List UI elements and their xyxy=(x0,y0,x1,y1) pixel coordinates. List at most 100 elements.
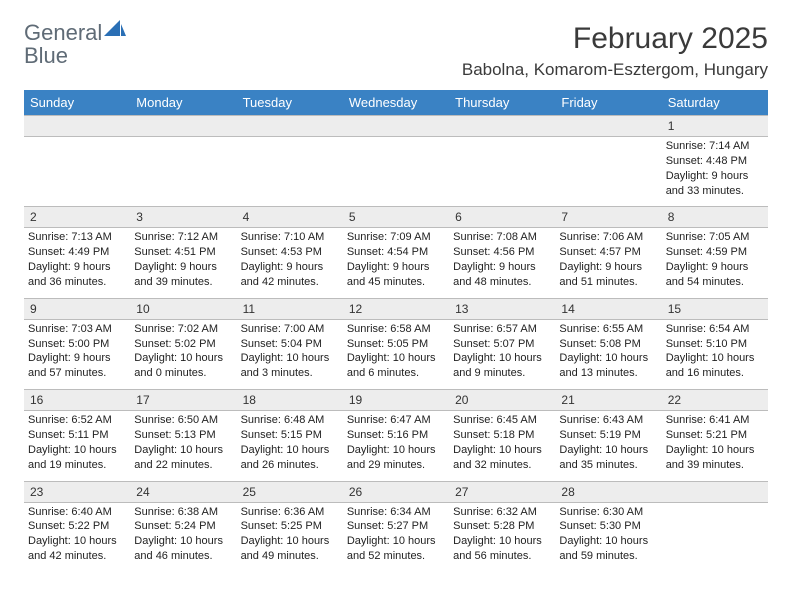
sunset-line: Sunset: 5:10 PM xyxy=(666,337,764,352)
day-number: 10 xyxy=(130,298,236,319)
sunset-line: Sunset: 5:08 PM xyxy=(559,337,657,352)
daylight-line1: Daylight: 9 hours xyxy=(241,260,339,275)
daylight-line2: and 32 minutes. xyxy=(453,458,551,473)
sunset-line: Sunset: 5:25 PM xyxy=(241,519,339,534)
sunset-line: Sunset: 5:19 PM xyxy=(559,428,657,443)
daylight-line2: and 42 minutes. xyxy=(241,275,339,290)
daylight-line2: and 39 minutes. xyxy=(134,275,232,290)
sunrise-line: Sunrise: 7:13 AM xyxy=(28,230,126,245)
sunrise-line: Sunrise: 7:00 AM xyxy=(241,322,339,337)
month-title: February 2025 xyxy=(462,22,768,56)
header-row: General Blue February 2025 Babolna, Koma… xyxy=(24,22,768,80)
sunset-line: Sunset: 4:49 PM xyxy=(28,245,126,260)
day-number xyxy=(24,116,130,137)
daylight-line1: Daylight: 10 hours xyxy=(134,534,232,549)
daylight-line2: and 42 minutes. xyxy=(28,549,126,564)
sunrise-line: Sunrise: 6:55 AM xyxy=(559,322,657,337)
sunset-line: Sunset: 5:04 PM xyxy=(241,337,339,352)
day-number: 16 xyxy=(24,390,130,411)
day-cell: Sunrise: 7:09 AMSunset: 4:54 PMDaylight:… xyxy=(343,228,449,298)
sunset-line: Sunset: 4:48 PM xyxy=(666,154,764,169)
sunset-line: Sunset: 5:22 PM xyxy=(28,519,126,534)
daylight-line2: and 45 minutes. xyxy=(347,275,445,290)
day-cell: Sunrise: 7:08 AMSunset: 4:56 PMDaylight:… xyxy=(449,228,555,298)
sunrise-line: Sunrise: 6:38 AM xyxy=(134,505,232,520)
sunset-line: Sunset: 5:13 PM xyxy=(134,428,232,443)
sunrise-line: Sunrise: 6:58 AM xyxy=(347,322,445,337)
sunrise-line: Sunrise: 6:54 AM xyxy=(666,322,764,337)
day-number: 19 xyxy=(343,390,449,411)
daylight-line2: and 57 minutes. xyxy=(28,366,126,381)
day-number: 9 xyxy=(24,298,130,319)
day-cell: Sunrise: 7:05 AMSunset: 4:59 PMDaylight:… xyxy=(662,228,768,298)
sunset-line: Sunset: 5:15 PM xyxy=(241,428,339,443)
day-cell: Sunrise: 6:54 AMSunset: 5:10 PMDaylight:… xyxy=(662,319,768,389)
location: Babolna, Komarom-Esztergom, Hungary xyxy=(462,60,768,80)
daylight-line2: and 16 minutes. xyxy=(666,366,764,381)
day-header-row: Sunday Monday Tuesday Wednesday Thursday… xyxy=(24,90,768,116)
day-number: 11 xyxy=(237,298,343,319)
daylight-line2: and 33 minutes. xyxy=(666,184,764,199)
daylight-line1: Daylight: 10 hours xyxy=(134,351,232,366)
sunrise-line: Sunrise: 6:34 AM xyxy=(347,505,445,520)
day-number: 27 xyxy=(449,481,555,502)
daylight-line1: Daylight: 10 hours xyxy=(559,443,657,458)
day-number xyxy=(237,116,343,137)
sunrise-line: Sunrise: 6:45 AM xyxy=(453,413,551,428)
day-cell xyxy=(237,137,343,207)
day-cell: Sunrise: 6:43 AMSunset: 5:19 PMDaylight:… xyxy=(555,411,661,481)
day-number: 7 xyxy=(555,207,661,228)
day-cell xyxy=(662,502,768,572)
day-number xyxy=(555,116,661,137)
day-cell: Sunrise: 6:30 AMSunset: 5:30 PMDaylight:… xyxy=(555,502,661,572)
sunrise-line: Sunrise: 6:36 AM xyxy=(241,505,339,520)
day-number: 4 xyxy=(237,207,343,228)
day-cell: Sunrise: 7:02 AMSunset: 5:02 PMDaylight:… xyxy=(130,319,236,389)
sunrise-line: Sunrise: 7:02 AM xyxy=(134,322,232,337)
day-number: 15 xyxy=(662,298,768,319)
daylight-line1: Daylight: 9 hours xyxy=(28,260,126,275)
daylight-line2: and 26 minutes. xyxy=(241,458,339,473)
sunset-line: Sunset: 5:05 PM xyxy=(347,337,445,352)
daylight-line1: Daylight: 10 hours xyxy=(666,351,764,366)
daylight-line2: and 36 minutes. xyxy=(28,275,126,290)
daylight-line2: and 0 minutes. xyxy=(134,366,232,381)
daynum-row: 1 xyxy=(24,116,768,137)
day-number: 20 xyxy=(449,390,555,411)
sunset-line: Sunset: 4:57 PM xyxy=(559,245,657,260)
daylight-line2: and 46 minutes. xyxy=(134,549,232,564)
day-cell: Sunrise: 6:47 AMSunset: 5:16 PMDaylight:… xyxy=(343,411,449,481)
daylight-line2: and 13 minutes. xyxy=(559,366,657,381)
sunrise-line: Sunrise: 6:40 AM xyxy=(28,505,126,520)
day-number xyxy=(130,116,236,137)
day-cell: Sunrise: 6:41 AMSunset: 5:21 PMDaylight:… xyxy=(662,411,768,481)
week-row: Sunrise: 7:14 AMSunset: 4:48 PMDaylight:… xyxy=(24,137,768,207)
day-cell: Sunrise: 6:52 AMSunset: 5:11 PMDaylight:… xyxy=(24,411,130,481)
title-block: February 2025 Babolna, Komarom-Esztergom… xyxy=(462,22,768,80)
day-number: 13 xyxy=(449,298,555,319)
sunset-line: Sunset: 5:16 PM xyxy=(347,428,445,443)
daylight-line1: Daylight: 10 hours xyxy=(347,443,445,458)
sunrise-line: Sunrise: 6:41 AM xyxy=(666,413,764,428)
daylight-line1: Daylight: 9 hours xyxy=(559,260,657,275)
daylight-line1: Daylight: 10 hours xyxy=(241,351,339,366)
daylight-line2: and 52 minutes. xyxy=(347,549,445,564)
daylight-line1: Daylight: 9 hours xyxy=(453,260,551,275)
daylight-line1: Daylight: 10 hours xyxy=(347,534,445,549)
daylight-line1: Daylight: 10 hours xyxy=(453,443,551,458)
day-cell: Sunrise: 6:48 AMSunset: 5:15 PMDaylight:… xyxy=(237,411,343,481)
sunset-line: Sunset: 5:18 PM xyxy=(453,428,551,443)
sunset-line: Sunset: 4:51 PM xyxy=(134,245,232,260)
sunrise-line: Sunrise: 7:05 AM xyxy=(666,230,764,245)
day-cell xyxy=(449,137,555,207)
sunrise-line: Sunrise: 6:57 AM xyxy=(453,322,551,337)
sunrise-line: Sunrise: 7:10 AM xyxy=(241,230,339,245)
sunset-line: Sunset: 5:30 PM xyxy=(559,519,657,534)
day-cell xyxy=(343,137,449,207)
sunrise-line: Sunrise: 6:47 AM xyxy=(347,413,445,428)
day-cell: Sunrise: 7:10 AMSunset: 4:53 PMDaylight:… xyxy=(237,228,343,298)
sunset-line: Sunset: 5:02 PM xyxy=(134,337,232,352)
day-cell: Sunrise: 7:13 AMSunset: 4:49 PMDaylight:… xyxy=(24,228,130,298)
day-number: 1 xyxy=(662,116,768,137)
sunrise-line: Sunrise: 6:52 AM xyxy=(28,413,126,428)
